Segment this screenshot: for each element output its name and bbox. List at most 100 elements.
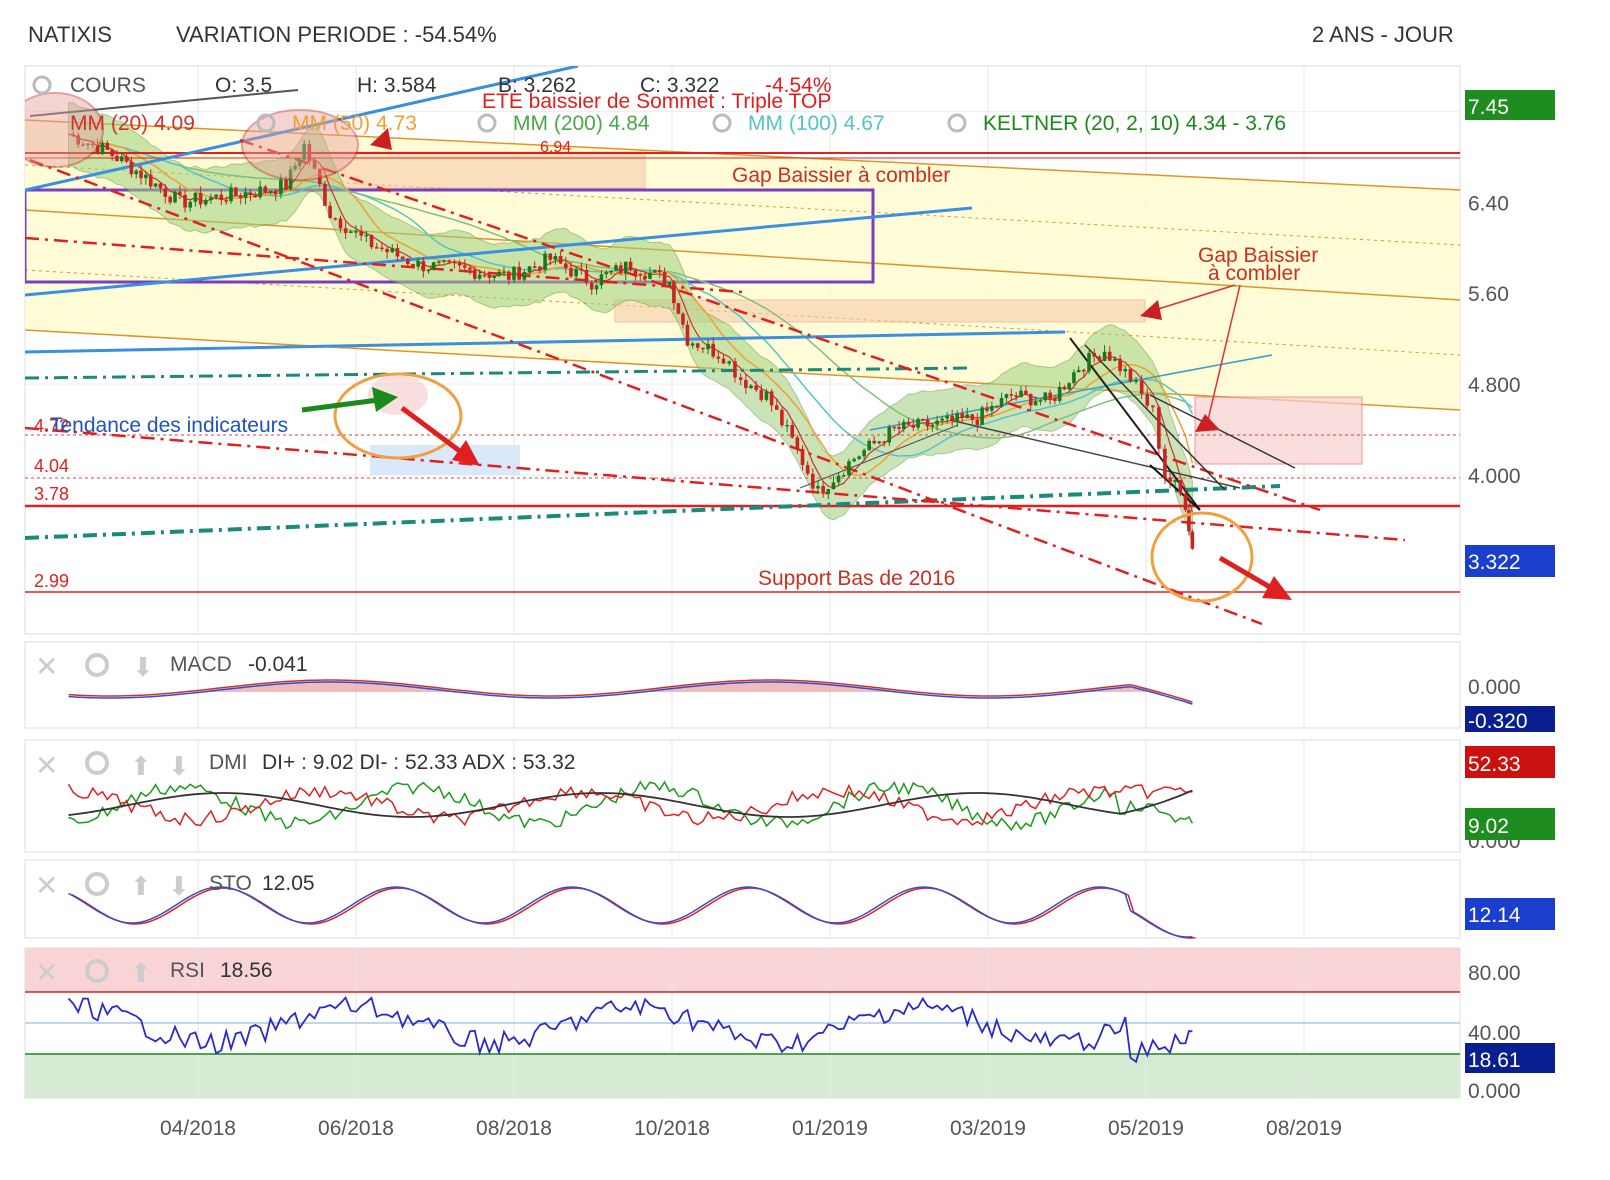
candle-body bbox=[468, 267, 472, 270]
sto-label: STO bbox=[209, 872, 252, 895]
candle-body bbox=[400, 256, 405, 259]
close-icon[interactable]: ✕ bbox=[35, 870, 58, 901]
rsi-overbought-zone bbox=[25, 948, 1460, 992]
candle-body bbox=[492, 275, 497, 278]
top-circle-1 bbox=[25, 92, 104, 168]
arrow-down-icon[interactable]: ⬇ bbox=[168, 751, 190, 781]
candle-body bbox=[1183, 493, 1188, 510]
candle-body bbox=[901, 421, 906, 429]
sto-value: 12.05 bbox=[262, 872, 315, 895]
gear-icon[interactable] bbox=[85, 959, 109, 983]
gear-icon[interactable] bbox=[712, 113, 732, 133]
blue-trend-mid bbox=[25, 206, 973, 297]
gear-icon[interactable] bbox=[947, 113, 967, 133]
candle-body bbox=[975, 419, 980, 425]
candle-body bbox=[416, 260, 420, 267]
last-price-badge bbox=[1465, 545, 1555, 577]
gear-icon[interactable] bbox=[85, 653, 109, 677]
candle-body bbox=[268, 191, 273, 193]
ete-annotation: ETE baissier de Sommet : Triple TOP bbox=[482, 90, 831, 113]
dmi-badge-red-text: 52.33 bbox=[1468, 753, 1521, 776]
candle-body bbox=[1123, 368, 1128, 372]
candle-body bbox=[1173, 480, 1177, 482]
candle-body bbox=[965, 414, 970, 419]
candle-body bbox=[805, 465, 810, 474]
grey-line-top bbox=[29, 89, 299, 117]
grey-line-2 bbox=[949, 419, 1241, 489]
candle-body bbox=[1004, 394, 1009, 398]
candle-body bbox=[930, 424, 935, 427]
period-text[interactable]: 2 ANS - JOUR bbox=[1312, 22, 1454, 47]
gear-icon[interactable] bbox=[256, 113, 276, 133]
rsi-badge bbox=[1465, 1043, 1555, 1073]
candle-body bbox=[129, 161, 134, 175]
candle-body bbox=[302, 143, 306, 160]
gap-pointer-1 bbox=[1154, 284, 1236, 311]
candle-body bbox=[1187, 509, 1191, 532]
close-icon[interactable]: ✕ bbox=[35, 750, 58, 781]
gear-icon[interactable] bbox=[85, 872, 109, 896]
candle-body bbox=[759, 389, 764, 400]
close-value: C: 3.322 bbox=[640, 74, 719, 97]
green-arrow-head bbox=[372, 387, 398, 412]
level-694-label: 6.94 bbox=[540, 139, 571, 156]
candle-body bbox=[857, 456, 861, 459]
candle-body bbox=[716, 356, 721, 359]
candle-body bbox=[657, 270, 662, 273]
candle-body bbox=[589, 282, 594, 290]
candle-body bbox=[774, 405, 779, 410]
candle-body bbox=[1134, 380, 1138, 382]
adx-line bbox=[68, 789, 1193, 818]
arrow-down-icon[interactable]: ⬇ bbox=[168, 871, 190, 901]
arrow-up-icon[interactable]: ⬆ bbox=[130, 751, 152, 781]
close-icon[interactable]: ✕ bbox=[35, 651, 58, 682]
rsi-axis-40: 40.00 bbox=[1468, 1022, 1521, 1045]
sto-badge bbox=[1465, 898, 1555, 930]
candle-body bbox=[312, 160, 317, 169]
candle-body bbox=[188, 201, 193, 208]
candle-body bbox=[711, 343, 716, 357]
gear-icon[interactable] bbox=[85, 751, 109, 775]
candle-body bbox=[994, 406, 999, 408]
candle-body bbox=[738, 377, 743, 380]
candle-body bbox=[1076, 369, 1081, 373]
candle-body bbox=[214, 194, 218, 198]
candle-body bbox=[852, 458, 856, 462]
rsi-axis-80: 80.00 bbox=[1468, 962, 1521, 985]
gap-annotation-2b: à combler bbox=[1208, 262, 1300, 285]
candle-body bbox=[1139, 380, 1144, 394]
candle-body bbox=[1024, 390, 1028, 395]
gear-icon[interactable] bbox=[32, 75, 52, 95]
candle-body bbox=[897, 426, 901, 429]
macd-badge bbox=[1465, 706, 1555, 732]
candle-body bbox=[364, 234, 369, 237]
candle-body bbox=[826, 489, 831, 494]
candle-body bbox=[662, 272, 667, 286]
candle-body bbox=[1151, 405, 1155, 408]
candle-body bbox=[648, 272, 652, 279]
candle-body bbox=[733, 361, 737, 378]
candle-body bbox=[333, 218, 338, 220]
candle-body bbox=[831, 482, 836, 490]
close-icon[interactable]: ✕ bbox=[35, 957, 58, 988]
sto-toolbar: ✕ ⬆ ⬇ STO 12.05 bbox=[35, 870, 315, 901]
x-tick-label: 10/2018 bbox=[634, 1117, 710, 1140]
candle-body bbox=[86, 143, 90, 146]
candle-body bbox=[564, 263, 568, 269]
macd-value: -0.041 bbox=[248, 653, 308, 676]
candle-body bbox=[1118, 358, 1122, 372]
arrow-up-icon[interactable]: ⬆ bbox=[130, 958, 152, 988]
arrow-down-icon[interactable]: ⬇ bbox=[132, 652, 154, 682]
dmi-badge-red bbox=[1465, 746, 1555, 778]
candle-body bbox=[538, 266, 542, 270]
candle-body bbox=[882, 441, 887, 443]
arrow-up-icon[interactable]: ⬆ bbox=[130, 871, 152, 901]
candle-body bbox=[681, 313, 685, 325]
macd-toolbar: ✕ ⬇ MACD -0.041 bbox=[35, 651, 308, 682]
candle-body bbox=[619, 265, 623, 274]
candle-body bbox=[690, 343, 695, 346]
candle-body bbox=[522, 271, 527, 280]
candle-body bbox=[76, 135, 81, 145]
gear-icon[interactable] bbox=[477, 113, 497, 133]
candle-body bbox=[553, 256, 558, 260]
